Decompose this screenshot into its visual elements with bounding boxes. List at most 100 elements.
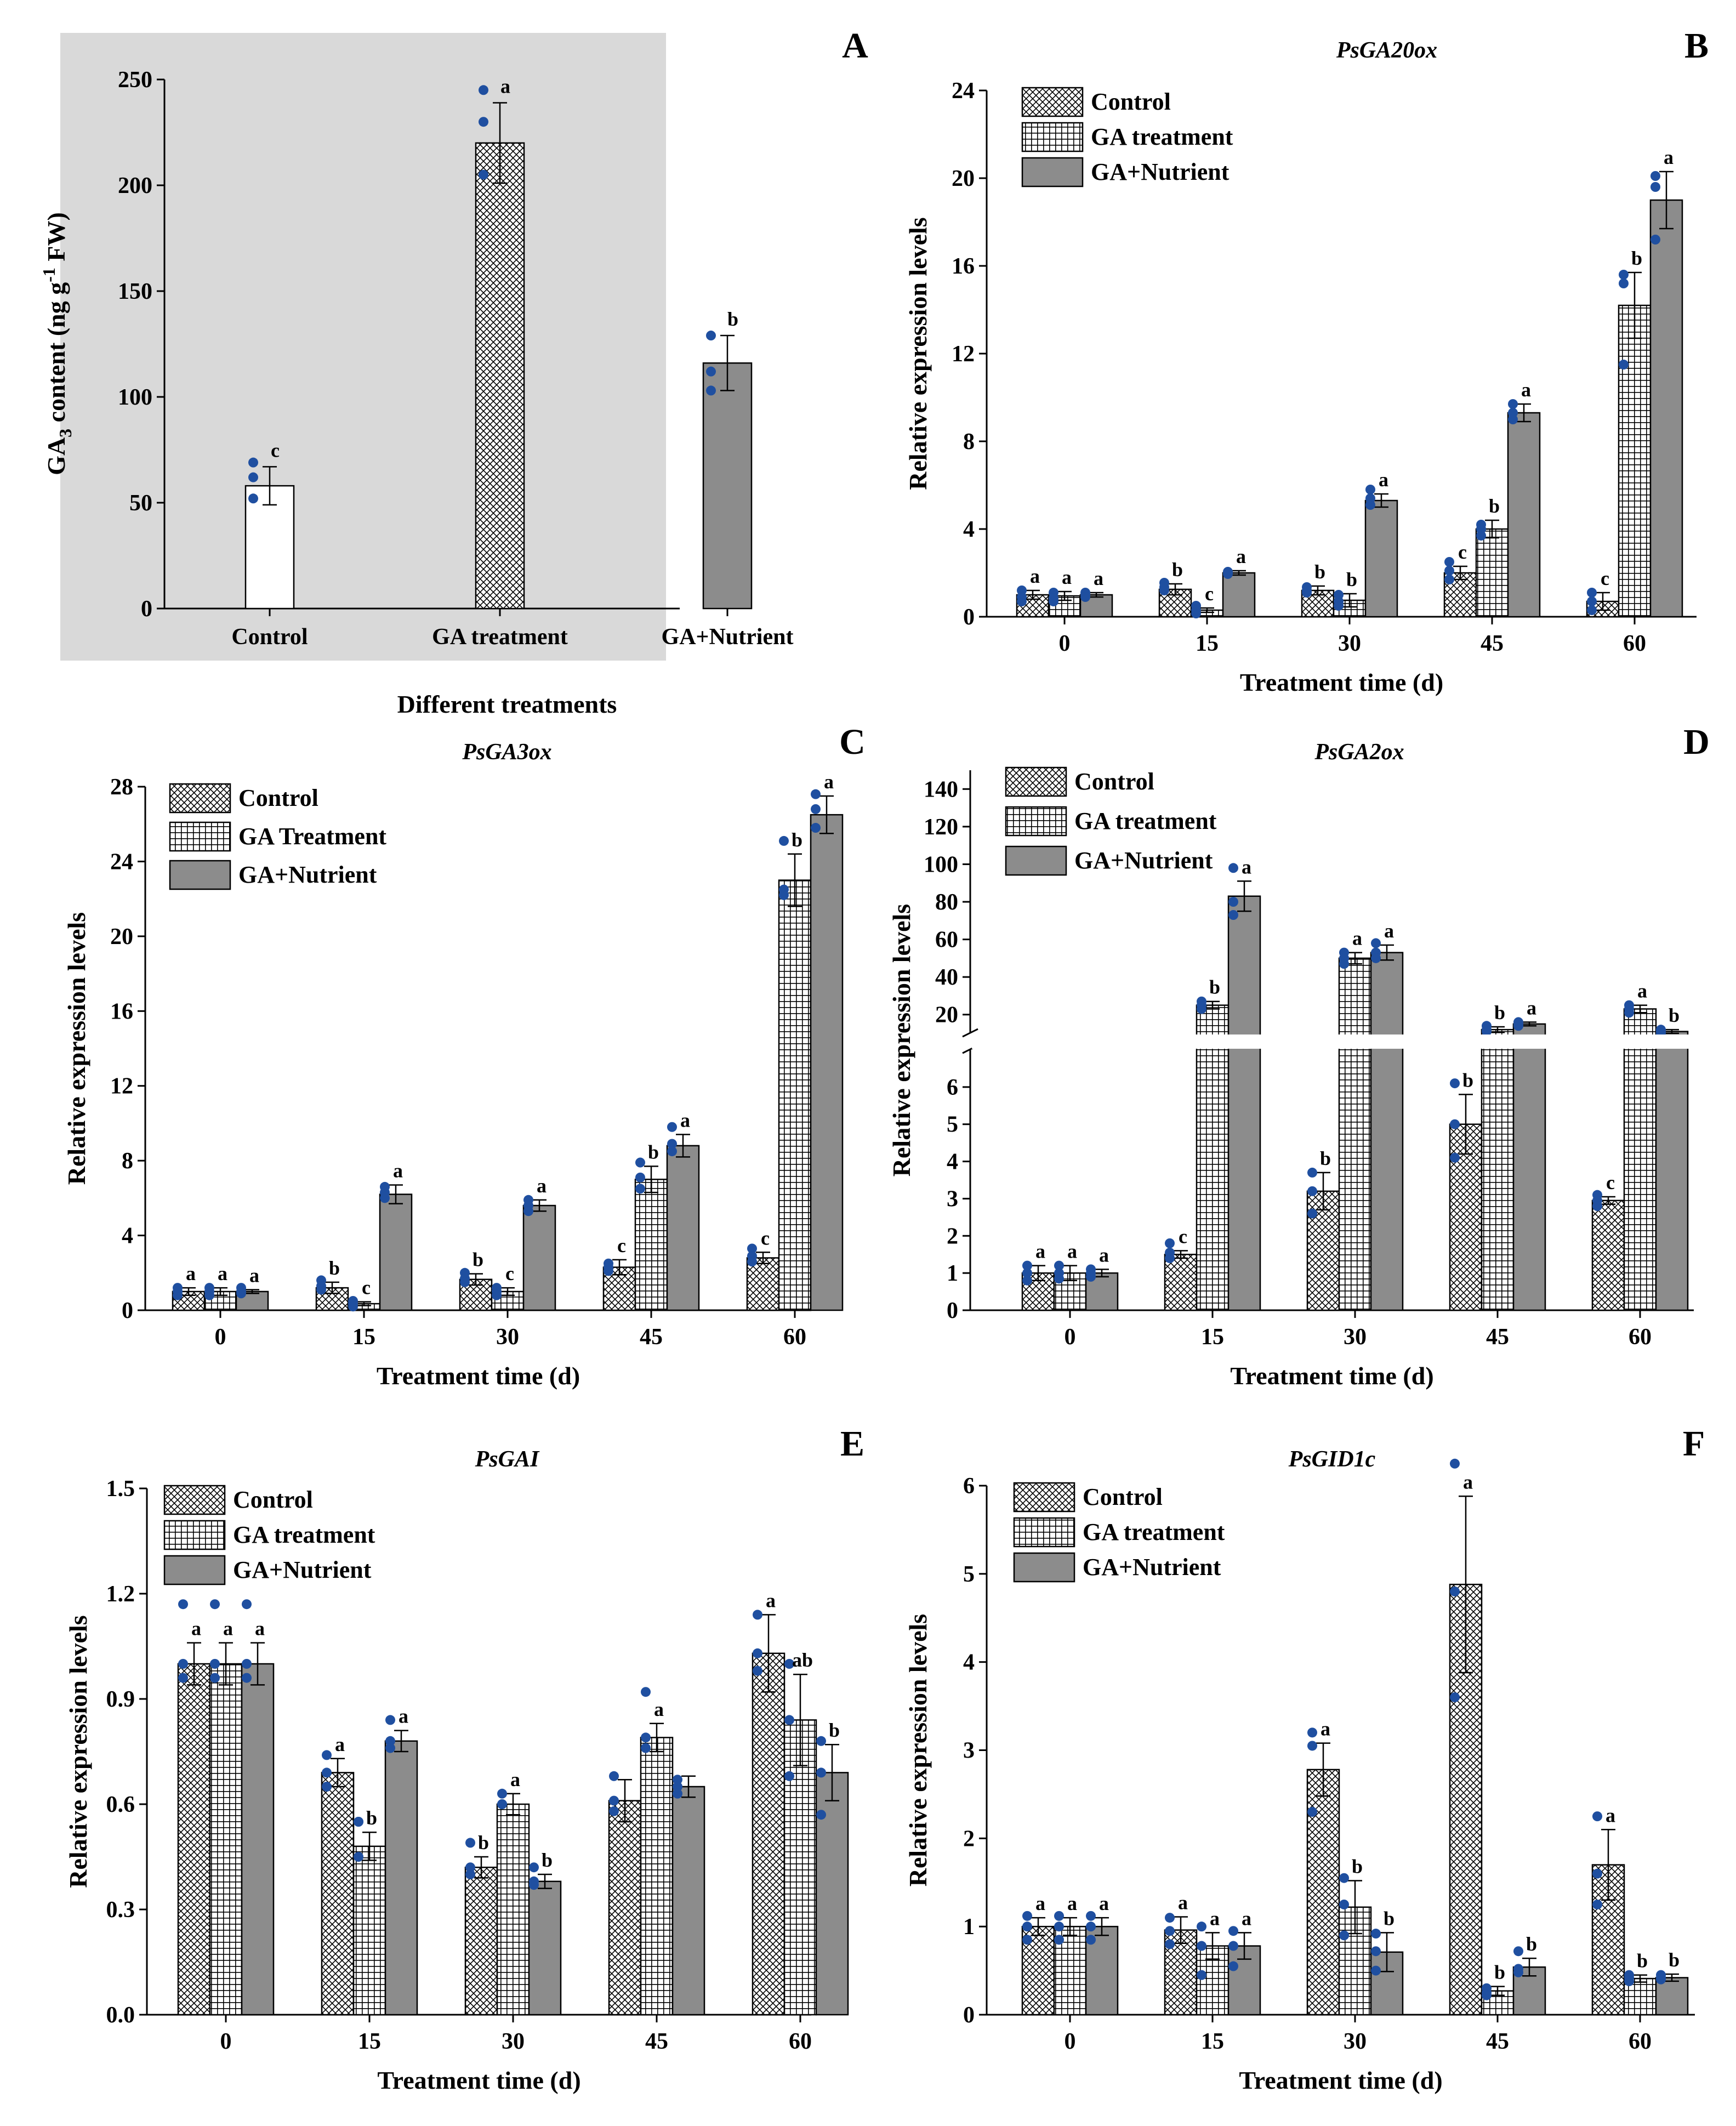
data-point-E bbox=[609, 1806, 619, 1816]
x-axis-title-B: Treatment time (d) bbox=[1240, 668, 1443, 696]
data-point-a bbox=[479, 169, 488, 180]
data-point-d bbox=[1450, 1119, 1460, 1129]
y-tick-label-C: 24 bbox=[110, 849, 133, 874]
sig-letter-d: b bbox=[1462, 1069, 1473, 1091]
error-bar-F bbox=[1095, 1917, 1109, 1936]
legend-swatch-E bbox=[163, 1520, 226, 1550]
legend-label-d: Control bbox=[1074, 768, 1154, 795]
x-axis-title-C: Treatment time (d) bbox=[377, 1362, 580, 1390]
x-tick-label-d: 15 bbox=[1201, 1325, 1224, 1350]
data-point-E bbox=[354, 1817, 363, 1827]
data-point-B bbox=[1650, 171, 1660, 181]
data-point-F bbox=[1339, 1930, 1349, 1941]
error-bar-C bbox=[676, 1134, 690, 1158]
data-point-a bbox=[706, 331, 716, 341]
error-bar-C bbox=[245, 1289, 259, 1294]
data-point-F bbox=[1450, 1692, 1460, 1702]
data-point-F bbox=[1165, 1926, 1175, 1936]
panel-label-E: E bbox=[840, 1424, 864, 1464]
data-point-E bbox=[816, 1767, 826, 1778]
y-tick-label-d: 4 bbox=[947, 1150, 958, 1175]
x-tick-label-C: 30 bbox=[496, 1325, 519, 1350]
x-tick-label-E: 45 bbox=[645, 2029, 668, 2054]
gene-title-d: PsGA2ox bbox=[1314, 740, 1404, 765]
sig-letter-C: a bbox=[186, 1263, 196, 1284]
data-point-d bbox=[1624, 1008, 1634, 1018]
bar-C-2-1 bbox=[379, 1193, 413, 1311]
legend-label-B: Control bbox=[1091, 88, 1171, 115]
data-point-C bbox=[667, 1146, 677, 1157]
x-tick-label-F: 60 bbox=[1629, 2029, 1652, 2054]
data-point-B bbox=[1017, 596, 1027, 606]
error-bar-E bbox=[793, 1673, 807, 1766]
error-bar-C bbox=[532, 1199, 547, 1212]
data-point-E bbox=[242, 1673, 252, 1683]
legend-label-F: GA+Nutrient bbox=[1083, 1554, 1221, 1581]
error-bar-B bbox=[1374, 493, 1388, 508]
y-tick-label-d: 3 bbox=[947, 1186, 958, 1212]
sig-letter-a: c bbox=[271, 439, 280, 461]
data-point-B bbox=[1365, 485, 1375, 494]
data-point-C bbox=[667, 1122, 677, 1132]
sig-letter-a: a bbox=[500, 75, 510, 97]
y-tick-label-B: 4 bbox=[963, 517, 975, 542]
error-bar-E bbox=[219, 1642, 233, 1686]
sig-letter-E: b bbox=[478, 1832, 489, 1854]
x-tick-label-d: 60 bbox=[1629, 1325, 1652, 1350]
sig-letter-C: b bbox=[648, 1141, 659, 1163]
bar-B-2-3 bbox=[1507, 412, 1541, 618]
data-point-E bbox=[784, 1771, 794, 1781]
sig-letter-B: c bbox=[1601, 567, 1609, 589]
legend-swatch-B bbox=[1021, 122, 1084, 152]
data-point-C bbox=[811, 823, 821, 833]
bar-E-0-1 bbox=[321, 1772, 355, 2016]
error-bar-E bbox=[187, 1642, 201, 1686]
y-tick-label-a: 50 bbox=[129, 491, 152, 516]
data-point-E bbox=[242, 1659, 252, 1669]
data-point-B bbox=[1587, 596, 1597, 606]
bar-C-2-3 bbox=[666, 1145, 700, 1311]
sig-letter-d: a bbox=[1352, 928, 1362, 950]
data-point-E bbox=[753, 1665, 762, 1676]
sig-letter-F: b bbox=[1384, 1907, 1395, 1929]
legend-swatch-B bbox=[1021, 87, 1084, 117]
data-point-d bbox=[1022, 1268, 1032, 1278]
data-point-a bbox=[248, 472, 258, 482]
error-bar-E bbox=[331, 1758, 345, 1788]
data-point-E bbox=[641, 1687, 651, 1697]
error-bar-d bbox=[1063, 1265, 1077, 1281]
y-tick-label-E: 1.5 bbox=[106, 1476, 135, 1502]
data-point-F bbox=[1339, 1873, 1349, 1883]
bar-C-1-4 bbox=[778, 879, 812, 1311]
bar-d-1-3 bbox=[1481, 1028, 1515, 1311]
data-point-B bbox=[1619, 270, 1629, 280]
data-point-F bbox=[1228, 1926, 1238, 1936]
x-tick-label-E: 30 bbox=[502, 2029, 525, 2054]
y-tick-label-d: 60 bbox=[935, 928, 958, 953]
bar-E-1-2 bbox=[496, 1803, 530, 2016]
y-tick-label-B: 8 bbox=[963, 429, 975, 454]
legend-label-F: GA treatment bbox=[1083, 1519, 1225, 1545]
error-bar-E bbox=[618, 1778, 632, 1823]
error-bar-d bbox=[1205, 1001, 1220, 1010]
data-point-B bbox=[1650, 182, 1660, 192]
data-point-F bbox=[1086, 1922, 1096, 1932]
sig-letter-F: b bbox=[1494, 1962, 1505, 1983]
y-tick-label-F: 4 bbox=[963, 1650, 975, 1675]
sig-letter-d: a bbox=[1099, 1244, 1109, 1266]
data-point-E bbox=[322, 1750, 332, 1760]
sig-letter-B: a bbox=[1062, 566, 1072, 588]
sig-letter-E: a bbox=[510, 1769, 520, 1790]
data-point-B bbox=[1444, 575, 1454, 584]
sig-letter-d: a bbox=[1527, 997, 1536, 1019]
data-point-C bbox=[236, 1288, 246, 1299]
error-bar-C bbox=[469, 1273, 483, 1286]
legend-swatch-d bbox=[1005, 845, 1067, 876]
error-bar-d bbox=[1316, 1172, 1330, 1211]
error-bar-d bbox=[1459, 1094, 1473, 1155]
error-bar-C bbox=[213, 1287, 227, 1296]
data-point-B bbox=[1619, 278, 1629, 288]
error-bar-a-1 bbox=[493, 102, 507, 184]
data-point-a bbox=[706, 366, 716, 377]
y-tick-label-E: 0.3 bbox=[106, 1897, 135, 1923]
